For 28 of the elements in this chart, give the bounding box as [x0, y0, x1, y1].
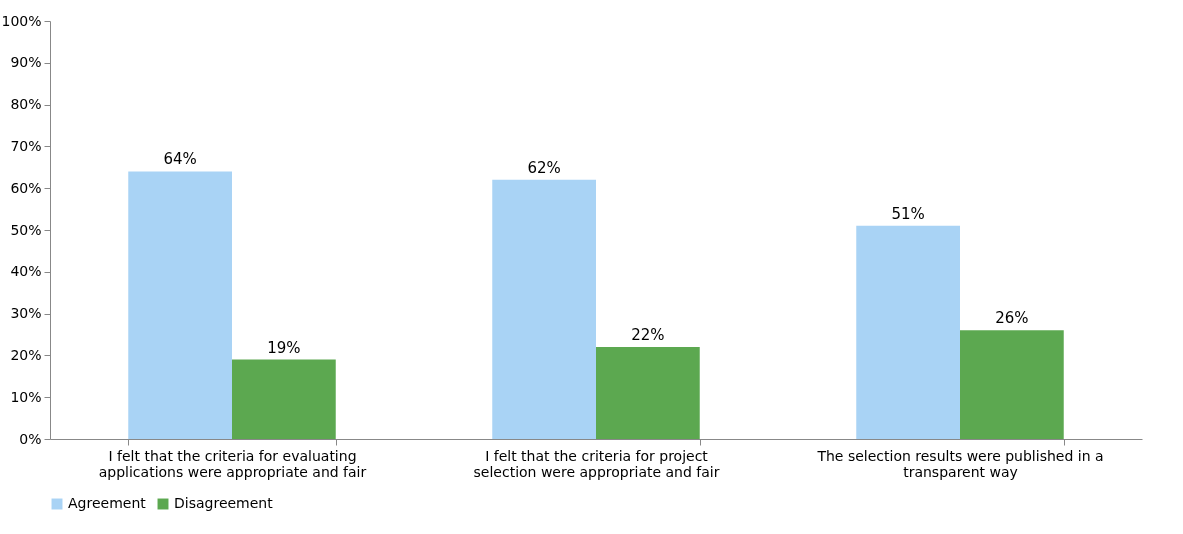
data-label: 26% [995, 309, 1029, 328]
y-tick-label: 30% [10, 305, 42, 322]
data-label: 19% [267, 338, 301, 357]
y-tick-label: 50% [10, 221, 42, 238]
data-label: 64% [163, 150, 197, 169]
legend-label: Agreement [68, 495, 147, 511]
y-tick-label: 10% [10, 388, 42, 405]
y-tick-label: 20% [10, 346, 42, 363]
bar [492, 179, 596, 439]
bar [232, 359, 336, 439]
y-tick-label: 100% [1, 12, 42, 29]
data-label: 62% [527, 158, 561, 177]
bar [596, 347, 700, 439]
y-tick-label: 90% [10, 54, 42, 71]
x-tick-label: I felt that the criteria for evaluating applications were appropriate and fair [98, 447, 367, 480]
legend-label: Disagreement [174, 495, 274, 511]
y-tick-label: 70% [10, 137, 42, 154]
data-label: 51% [891, 204, 925, 223]
x-tick-label: The selection results were published in a transparent way [816, 447, 1104, 480]
bar [960, 330, 1064, 439]
y-tick-label: 40% [10, 263, 42, 280]
y-tick-label: 80% [10, 96, 42, 113]
y-tick-label: 0% [19, 430, 42, 447]
data-label: 22% [631, 326, 665, 345]
bar [128, 171, 232, 439]
x-tick-label: I felt that the criteria for project selection were appropriate and fair [473, 447, 720, 480]
y-tick-label: 60% [10, 179, 42, 196]
bar [856, 225, 960, 439]
